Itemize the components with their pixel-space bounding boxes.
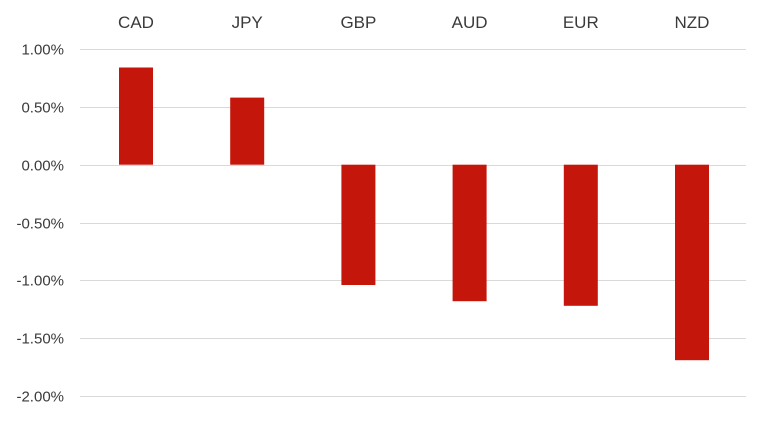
gridlines	[80, 49, 746, 397]
bars	[119, 67, 709, 361]
category-label-cad: CAD	[118, 13, 154, 32]
y-tick-label: 0.00%	[21, 158, 64, 175]
category-label-eur: EUR	[563, 13, 599, 32]
y-tick-label: -2.00%	[16, 389, 64, 406]
category-label-aud: AUD	[452, 13, 488, 32]
bar-aud	[452, 164, 487, 302]
bar-gbp	[341, 164, 376, 285]
y-tick-label: -0.50%	[16, 216, 64, 233]
bar-cad	[119, 67, 153, 165]
y-tick-label: 0.50%	[21, 100, 64, 117]
bar-eur	[563, 164, 598, 306]
bar-jpy	[230, 97, 265, 165]
bar-nzd	[675, 164, 709, 361]
category-label-jpy: JPY	[232, 13, 263, 32]
category-labels: CAD JPY GBP AUD EUR NZD	[118, 13, 709, 32]
category-label-nzd: NZD	[675, 13, 710, 32]
y-tick-label: -1.00%	[16, 273, 64, 290]
y-tick-label: -1.50%	[16, 331, 64, 348]
y-tick-label: 1.00%	[21, 42, 64, 59]
category-label-gbp: GBP	[340, 13, 376, 32]
y-axis-tick-labels: 1.00% 0.50% 0.00% -0.50% -1.00% -1.50% -2.00%	[16, 42, 64, 406]
